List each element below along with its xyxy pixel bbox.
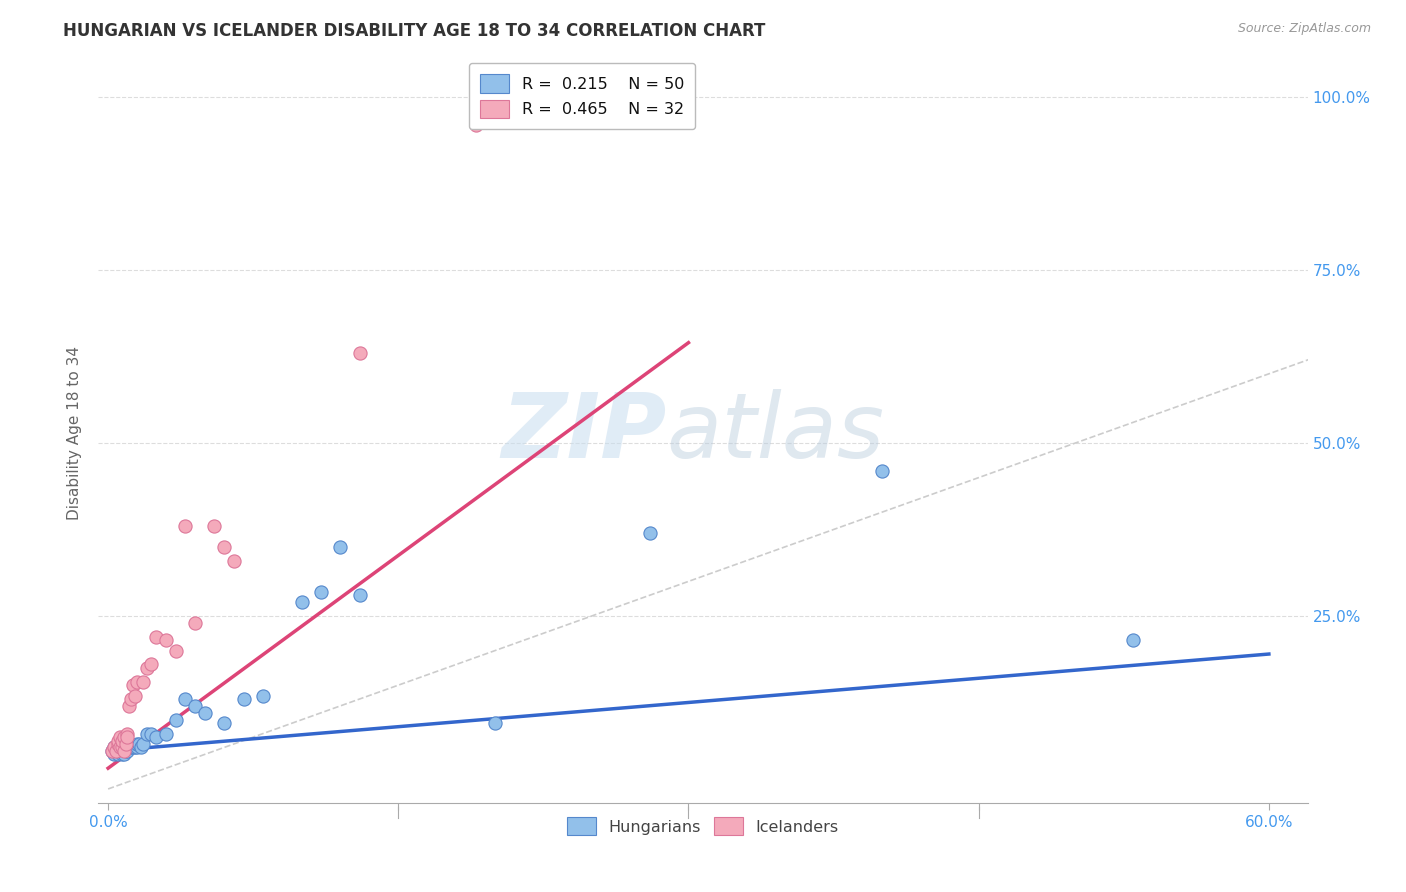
- Point: [124, 740, 146, 755]
- Point: [117, 737, 139, 751]
- Point: [114, 737, 136, 751]
- Y-axis label: Disability Age 18 to 34: Disability Age 18 to 34: [67, 345, 83, 520]
- Point: [222, 554, 245, 568]
- Point: [120, 740, 142, 755]
- Point: [114, 740, 136, 755]
- Point: [129, 740, 152, 755]
- Point: [174, 692, 197, 706]
- Point: [103, 747, 125, 762]
- Point: [108, 737, 131, 751]
- Point: [212, 540, 235, 554]
- Point: [104, 744, 127, 758]
- Point: [184, 615, 207, 630]
- Point: [111, 747, 134, 762]
- Point: [103, 740, 125, 755]
- Point: [309, 584, 332, 599]
- Point: [107, 737, 129, 751]
- Point: [108, 740, 131, 755]
- Legend: Hungarians, Icelanders: Hungarians, Icelanders: [557, 805, 849, 847]
- Point: [165, 643, 187, 657]
- Point: [111, 744, 134, 758]
- Point: [155, 726, 177, 740]
- Point: [135, 661, 157, 675]
- Point: [107, 744, 129, 758]
- Point: [120, 737, 142, 751]
- Point: [252, 689, 274, 703]
- Point: [870, 464, 893, 478]
- Point: [112, 747, 135, 762]
- Point: [107, 737, 129, 751]
- Point: [124, 689, 146, 703]
- Point: [329, 540, 352, 554]
- Text: ZIP: ZIP: [502, 389, 666, 476]
- Point: [145, 630, 167, 644]
- Point: [484, 716, 506, 731]
- Text: atlas: atlas: [666, 389, 884, 476]
- Point: [117, 730, 139, 744]
- Point: [194, 706, 217, 720]
- Point: [107, 747, 129, 762]
- Point: [464, 118, 486, 132]
- Point: [114, 744, 136, 758]
- Point: [232, 692, 254, 706]
- Point: [135, 726, 157, 740]
- Point: [108, 730, 131, 744]
- Point: [132, 737, 155, 751]
- Point: [117, 744, 139, 758]
- Text: Source: ZipAtlas.com: Source: ZipAtlas.com: [1237, 22, 1371, 36]
- Point: [120, 692, 142, 706]
- Point: [127, 737, 149, 751]
- Point: [111, 733, 134, 747]
- Point: [139, 726, 162, 740]
- Point: [212, 716, 235, 731]
- Point: [111, 740, 134, 755]
- Point: [132, 674, 155, 689]
- Point: [128, 737, 150, 751]
- Point: [349, 588, 371, 602]
- Point: [155, 633, 177, 648]
- Point: [122, 678, 145, 692]
- Point: [101, 744, 124, 758]
- Point: [112, 744, 135, 758]
- Point: [112, 730, 135, 744]
- Point: [117, 726, 139, 740]
- Point: [174, 519, 197, 533]
- Point: [184, 698, 207, 713]
- Point: [103, 740, 125, 755]
- Point: [111, 740, 134, 755]
- Point: [118, 698, 141, 713]
- Point: [108, 740, 131, 755]
- Point: [112, 740, 135, 755]
- Point: [127, 674, 149, 689]
- Point: [108, 744, 131, 758]
- Point: [145, 730, 167, 744]
- Point: [638, 525, 661, 540]
- Point: [107, 733, 129, 747]
- Point: [1122, 633, 1144, 648]
- Point: [139, 657, 162, 672]
- Point: [104, 744, 127, 758]
- Point: [290, 595, 312, 609]
- Text: HUNGARIAN VS ICELANDER DISABILITY AGE 18 TO 34 CORRELATION CHART: HUNGARIAN VS ICELANDER DISABILITY AGE 18…: [63, 22, 766, 40]
- Point: [122, 740, 145, 755]
- Point: [101, 744, 124, 758]
- Point: [118, 740, 141, 755]
- Point: [117, 740, 139, 755]
- Point: [104, 740, 127, 755]
- Point: [349, 346, 371, 360]
- Point: [127, 740, 149, 755]
- Point: [165, 713, 187, 727]
- Point: [204, 519, 226, 533]
